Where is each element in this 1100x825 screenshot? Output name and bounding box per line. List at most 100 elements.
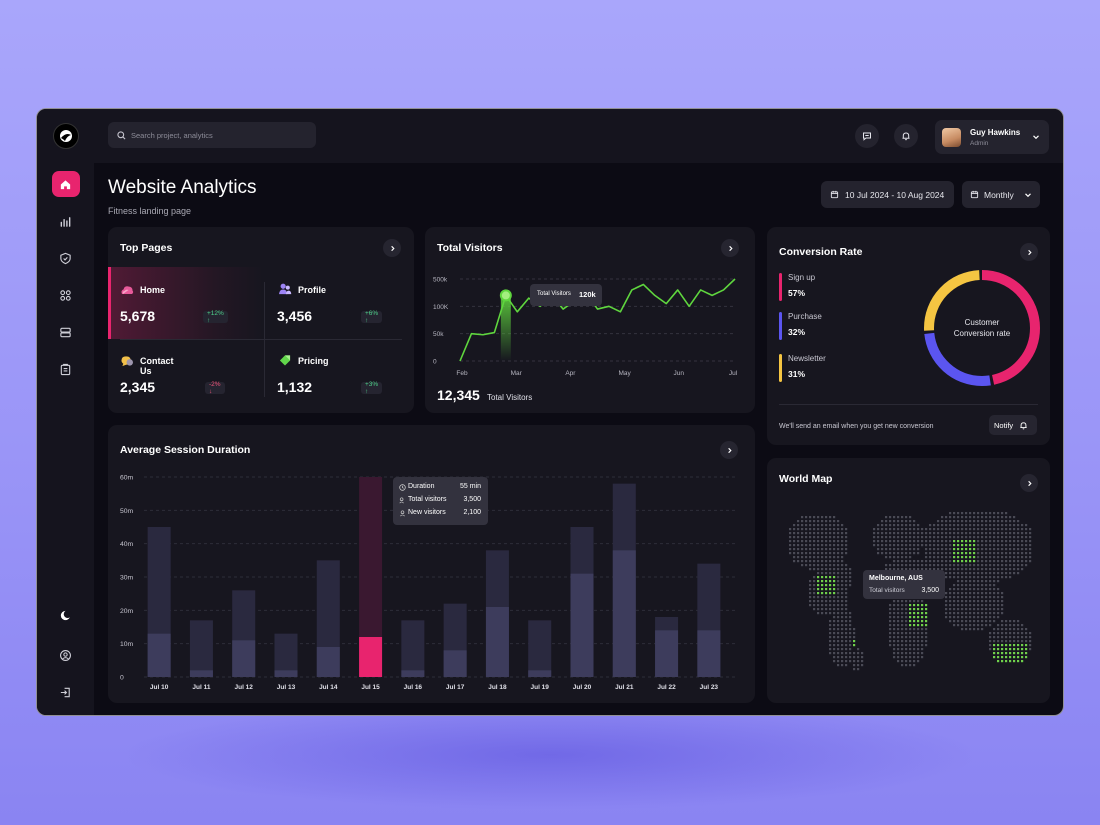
map-dot (973, 604, 976, 607)
map-dot (881, 524, 884, 527)
map-dot (829, 524, 832, 527)
map-dot (1017, 632, 1020, 635)
map-dot (833, 552, 836, 555)
world-map-title: World Map (779, 473, 833, 485)
nav-profile[interactable] (52, 642, 80, 668)
map-dot (853, 660, 856, 663)
map-dot (965, 620, 968, 623)
map-dot (845, 624, 848, 627)
bar-new[interactable] (316, 647, 340, 677)
notifications-button[interactable] (894, 124, 918, 148)
map-dot (825, 544, 828, 547)
map-dot (953, 552, 956, 555)
nav-analytics[interactable] (52, 208, 80, 234)
donut-segment[interactable] (924, 270, 1040, 386)
map-dot (1021, 556, 1024, 559)
bar-new[interactable] (570, 573, 594, 677)
bar-new[interactable] (189, 670, 213, 677)
map-dot (933, 540, 936, 543)
map-dot (989, 636, 992, 639)
bar-total[interactable] (528, 620, 552, 677)
nav-apps[interactable] (52, 282, 80, 308)
map-dot (837, 616, 840, 619)
map-dot (849, 580, 852, 583)
nav-reports[interactable] (52, 356, 80, 382)
app-logo[interactable] (52, 123, 79, 149)
world-map-more-button[interactable] (1020, 474, 1038, 492)
map-dot (873, 528, 876, 531)
map-dot (945, 556, 948, 559)
nav-servers[interactable] (52, 319, 80, 345)
logout-button[interactable] (52, 679, 80, 705)
date-range-picker[interactable]: 10 Jul 2024 - 10 Aug 2024 (821, 181, 954, 208)
conversion-donut-chart[interactable] (921, 267, 1043, 389)
bar-new[interactable] (232, 640, 256, 677)
map-dot (997, 532, 1000, 535)
conversion-more-button[interactable] (1020, 243, 1038, 261)
map-dot (917, 528, 920, 531)
map-dot (937, 524, 940, 527)
bar-total[interactable] (189, 620, 213, 677)
map-dot (885, 536, 888, 539)
map-dot (833, 576, 836, 579)
bar-new[interactable] (655, 630, 679, 677)
map-dot (913, 544, 916, 547)
bar-total[interactable] (274, 633, 298, 677)
bar-new[interactable] (485, 607, 509, 677)
map-dot (833, 532, 836, 535)
map-dot (913, 524, 916, 527)
total-visitors-more-button[interactable] (721, 239, 739, 257)
map-dot (949, 588, 952, 591)
user-menu[interactable]: Guy Hawkins Admin (935, 120, 1049, 154)
bar-new[interactable] (443, 650, 467, 677)
map-dot (1009, 564, 1012, 567)
map-dot (905, 560, 908, 563)
map-dot (885, 528, 888, 531)
bar-new[interactable] (147, 633, 171, 677)
map-dot (1005, 512, 1008, 515)
map-dot (873, 544, 876, 547)
donut-segment[interactable] (924, 270, 1040, 386)
world-map-dots[interactable] (767, 458, 1050, 703)
bar-new[interactable] (612, 550, 636, 677)
map-dot (965, 516, 968, 519)
bar-new[interactable] (274, 670, 298, 677)
donut-segment[interactable] (924, 270, 1040, 386)
bar-new[interactable] (359, 637, 383, 677)
bar-total[interactable] (359, 477, 383, 677)
map-dot (973, 576, 976, 579)
nav-security[interactable] (52, 245, 80, 271)
session-more-button[interactable] (720, 441, 738, 459)
map-dot (833, 528, 836, 531)
messages-button[interactable] (855, 124, 879, 148)
map-dot (965, 596, 968, 599)
map-dot (949, 524, 952, 527)
map-dot (833, 592, 836, 595)
map-dot (921, 624, 924, 627)
search-box[interactable] (108, 122, 316, 148)
top-pages-more-button[interactable] (383, 239, 401, 257)
map-dot (837, 612, 840, 615)
map-dot (845, 628, 848, 631)
map-dot (889, 632, 892, 635)
map-dot (813, 588, 816, 591)
map-dot (969, 548, 972, 551)
bar-new[interactable] (697, 630, 721, 677)
bar-new[interactable] (528, 670, 552, 677)
bar-total[interactable] (401, 620, 425, 677)
bar-new[interactable] (401, 670, 425, 677)
map-dot (985, 596, 988, 599)
period-select[interactable]: Monthly (962, 181, 1040, 208)
nav-home[interactable] (51, 171, 80, 197)
map-dot (837, 568, 840, 571)
map-dot (989, 624, 992, 627)
map-dot (837, 608, 840, 611)
dark-mode-toggle[interactable] (52, 602, 80, 628)
highlight-point[interactable] (499, 289, 512, 302)
map-dot (845, 548, 848, 551)
notify-button[interactable]: Notify (989, 415, 1037, 435)
search-input[interactable] (131, 130, 301, 140)
map-dot (849, 568, 852, 571)
